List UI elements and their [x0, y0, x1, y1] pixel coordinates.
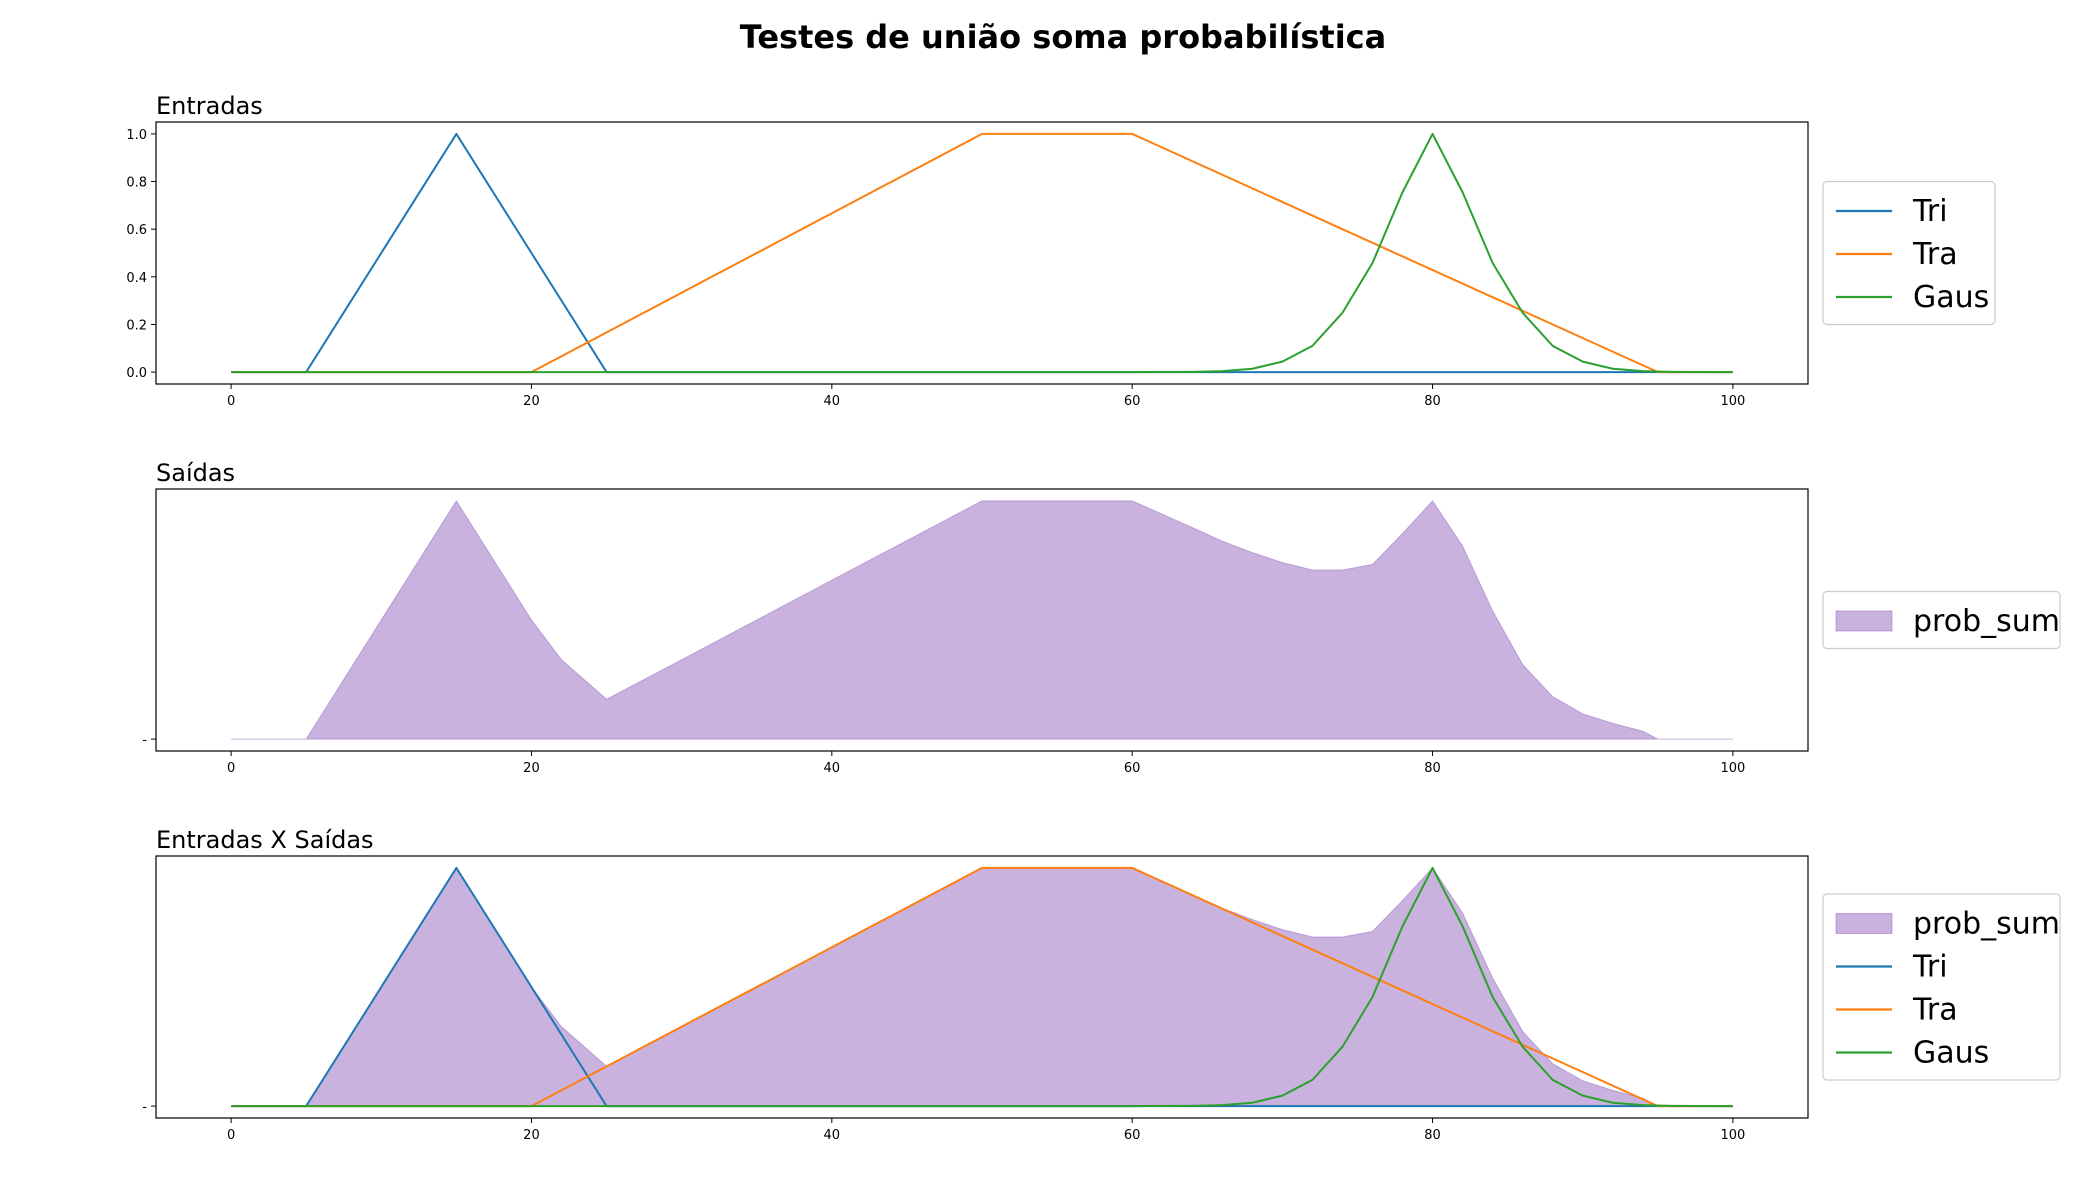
x-tick-label: 40 — [824, 761, 841, 776]
x-tick-label: 40 — [824, 394, 841, 409]
legend: prob_sum — [1822, 590, 2061, 650]
legend-frame — [1822, 893, 2061, 1081]
x-tick-label: 20 — [523, 1128, 540, 1143]
plot-frame — [155, 488, 1809, 752]
series-gaus-line — [231, 866, 1733, 1108]
legend-frame — [1822, 180, 1996, 326]
figure-title: Testes de união soma probabilística — [740, 18, 1386, 56]
legend: Tri Tra Gaus — [1822, 180, 1996, 326]
subplot-title: Entradas — [156, 92, 263, 120]
legend-label-prob-sum: prob_sum — [1913, 604, 2060, 639]
y-tick-label: 0.6 — [126, 223, 147, 238]
legend-label-gaus: Gaus — [1913, 1036, 1989, 1071]
x-tick-label: 80 — [1424, 1128, 1441, 1143]
series-tra-line — [231, 132, 1733, 374]
y-tick-label: 0.0 — [126, 366, 147, 381]
subplot-title: Entradas X Saídas — [156, 826, 374, 854]
series-prob-sum-area — [231, 866, 1733, 1107]
x-tick-label: 100 — [1720, 394, 1745, 409]
legend-label-tra: Tra — [1912, 237, 1958, 272]
legend-label-tra: Tra — [1912, 993, 1958, 1028]
legend: prob_sum Tri Tra Gaus — [1822, 893, 2061, 1081]
legend-label-tri: Tri — [1912, 950, 1948, 985]
legend-swatch-prob-sum — [1835, 913, 1893, 934]
x-tick-label: 0 — [227, 1128, 235, 1143]
legend-swatch-prob-sum — [1835, 610, 1893, 632]
x-tick-label: 40 — [824, 1128, 841, 1143]
subplot-title: Saídas — [156, 459, 235, 487]
x-tick-label: 0 — [227, 761, 235, 776]
x-tick-label: 0 — [227, 394, 235, 409]
series-tri-line — [231, 132, 1733, 374]
series-prob-sum-area — [231, 499, 1733, 740]
series-gaus-line — [231, 132, 1733, 374]
plot-frame — [155, 121, 1809, 385]
legend-label-prob-sum: prob_sum — [1913, 907, 2060, 942]
subplot-1: Entradas 0 20 40 60 80 100 0.0 0.2 0.4 0.6 0.8 1.0 Tr… — [126, 92, 1996, 409]
y-tick-label: 1.0 — [126, 128, 147, 143]
subplots: Entradas 0 20 40 60 80 100 0.0 0.2 0.4 0.6 0.8 1.0 Tr… — [126, 92, 2061, 1143]
legend-label-gaus: Gaus — [1913, 280, 1989, 315]
subplot-2: Saídas 0 20 40 60 80 100 - prob_sum — [142, 459, 2061, 776]
x-tick-label: 60 — [1124, 761, 1141, 776]
x-tick-label: 20 — [523, 394, 540, 409]
x-tick-label: 60 — [1124, 1128, 1141, 1143]
subplot-3: Entradas X Saídas 0 20 40 60 80 100 - prob_sum Tr… — [142, 826, 2061, 1143]
y-tick-label: 0.2 — [126, 318, 147, 333]
plot-frame — [155, 855, 1809, 1119]
y-tick-label: - — [142, 1100, 147, 1115]
x-tick-label: 80 — [1424, 761, 1441, 776]
legend-frame — [1822, 590, 2061, 650]
legend-label-tri: Tri — [1912, 194, 1948, 229]
x-tick-label: 100 — [1720, 761, 1745, 776]
x-tick-label: 60 — [1124, 394, 1141, 409]
y-tick-label: 0.4 — [126, 271, 147, 286]
y-tick-label: - — [142, 733, 147, 748]
x-tick-label: 80 — [1424, 394, 1441, 409]
x-tick-label: 100 — [1720, 1128, 1745, 1143]
x-tick-label: 20 — [523, 761, 540, 776]
y-tick-label: 0.8 — [126, 176, 147, 191]
